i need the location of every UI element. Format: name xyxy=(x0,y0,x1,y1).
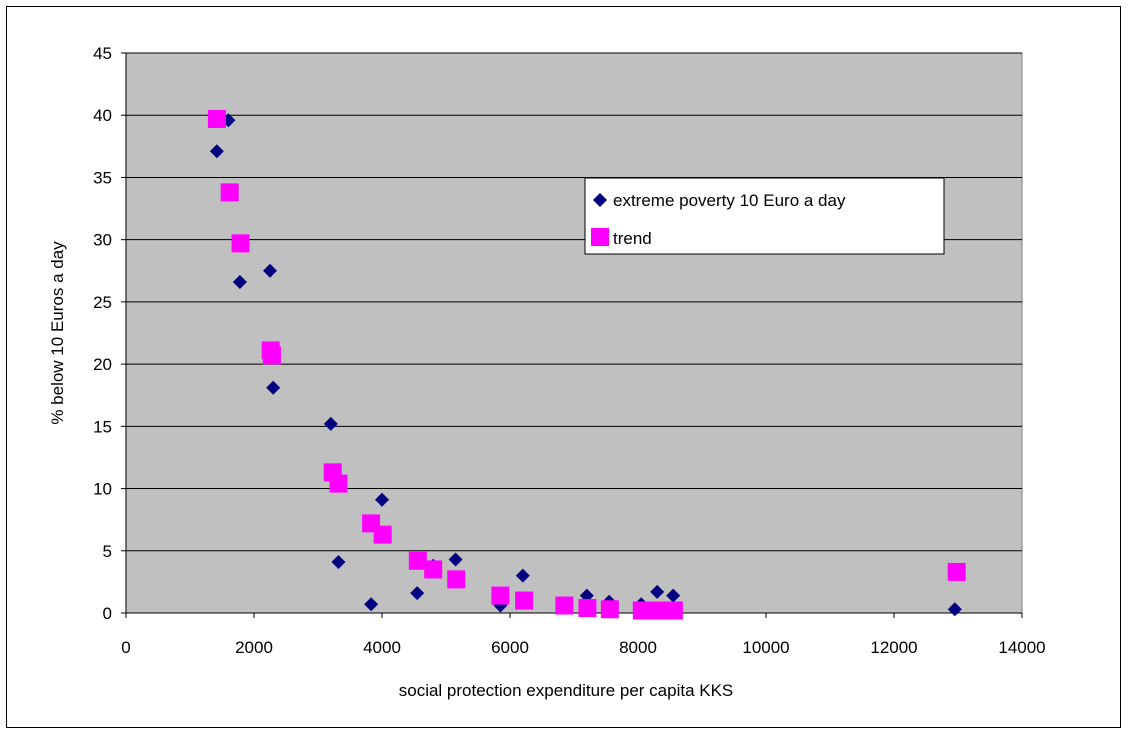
y-tick-label: 15 xyxy=(93,417,112,436)
legend: extreme poverty 10 Euro a day trend xyxy=(584,177,945,255)
data-point-extreme-poverty xyxy=(323,416,338,431)
data-point-trend xyxy=(578,599,597,618)
data-point-extreme-poverty xyxy=(331,554,346,569)
y-ticks: 0 5 10 15 20 25 30 35 40 45 xyxy=(93,44,126,623)
x-tick-label: 12000 xyxy=(870,638,917,657)
x-tick-label: 0 xyxy=(121,638,130,657)
axes xyxy=(125,53,1022,614)
data-point-trend xyxy=(632,601,651,620)
legend-box xyxy=(584,177,945,255)
data-point-extreme-poverty xyxy=(266,380,281,395)
series-marks xyxy=(207,109,966,620)
data-point-trend xyxy=(515,591,534,610)
y-axis-title: % below 10 Euros a day xyxy=(48,241,67,425)
data-point-trend xyxy=(373,525,392,544)
data-point-trend xyxy=(329,474,348,493)
legend-label-extreme-poverty: extreme poverty 10 Euro a day xyxy=(613,191,846,210)
y-tick-label: 35 xyxy=(93,168,112,187)
data-point-extreme-poverty xyxy=(375,492,389,507)
y-tick-label: 5 xyxy=(103,542,112,561)
data-point-extreme-poverty xyxy=(232,274,247,289)
x-tick-label: 2000 xyxy=(235,638,273,657)
data-point-trend xyxy=(648,601,667,620)
y-tick-label: 30 xyxy=(93,231,112,250)
y-tick-label: 40 xyxy=(93,106,112,125)
x-ticks: 0 2000 4000 6000 8000 10000 12000 14000 xyxy=(121,613,1046,657)
y-tick-label: 0 xyxy=(103,604,112,623)
data-point-trend xyxy=(207,109,226,128)
plot-area xyxy=(125,52,1023,614)
legend-label-trend: trend xyxy=(613,229,652,248)
legend-square-marker xyxy=(591,228,609,246)
x-tick-label: 8000 xyxy=(619,638,657,657)
y-tick-label: 25 xyxy=(93,293,112,312)
data-point-trend xyxy=(491,586,510,605)
x-tick-label: 6000 xyxy=(491,638,529,657)
data-point-trend xyxy=(664,601,683,620)
x-tick-label: 4000 xyxy=(363,638,401,657)
legend-diamond-marker xyxy=(593,193,607,207)
data-point-extreme-poverty xyxy=(448,552,463,567)
data-point-trend xyxy=(447,570,466,589)
data-point-trend xyxy=(220,183,239,202)
x-tick-label: 10000 xyxy=(742,638,789,657)
data-point-trend xyxy=(947,562,966,581)
data-point-extreme-poverty xyxy=(263,263,277,278)
x-tick-label: 14000 xyxy=(998,638,1045,657)
y-tick-label: 10 xyxy=(93,480,112,499)
data-point-extreme-poverty xyxy=(666,588,681,603)
data-point-extreme-poverty xyxy=(947,602,962,617)
data-point-trend xyxy=(424,560,443,579)
data-point-trend xyxy=(408,551,427,570)
x-axis-title: social protection expenditure per capita… xyxy=(399,681,734,700)
data-point-trend xyxy=(231,234,250,253)
y-tick-label: 45 xyxy=(93,44,112,63)
data-point-extreme-poverty xyxy=(410,586,425,601)
data-point-extreme-poverty xyxy=(515,568,530,583)
data-point-extreme-poverty xyxy=(209,144,224,159)
data-point-extreme-poverty xyxy=(650,584,665,599)
data-point-trend xyxy=(262,346,281,365)
data-point-trend xyxy=(555,596,574,615)
y-tick-label: 20 xyxy=(93,355,112,374)
data-point-extreme-poverty xyxy=(364,597,379,612)
data-point-trend xyxy=(600,600,619,619)
